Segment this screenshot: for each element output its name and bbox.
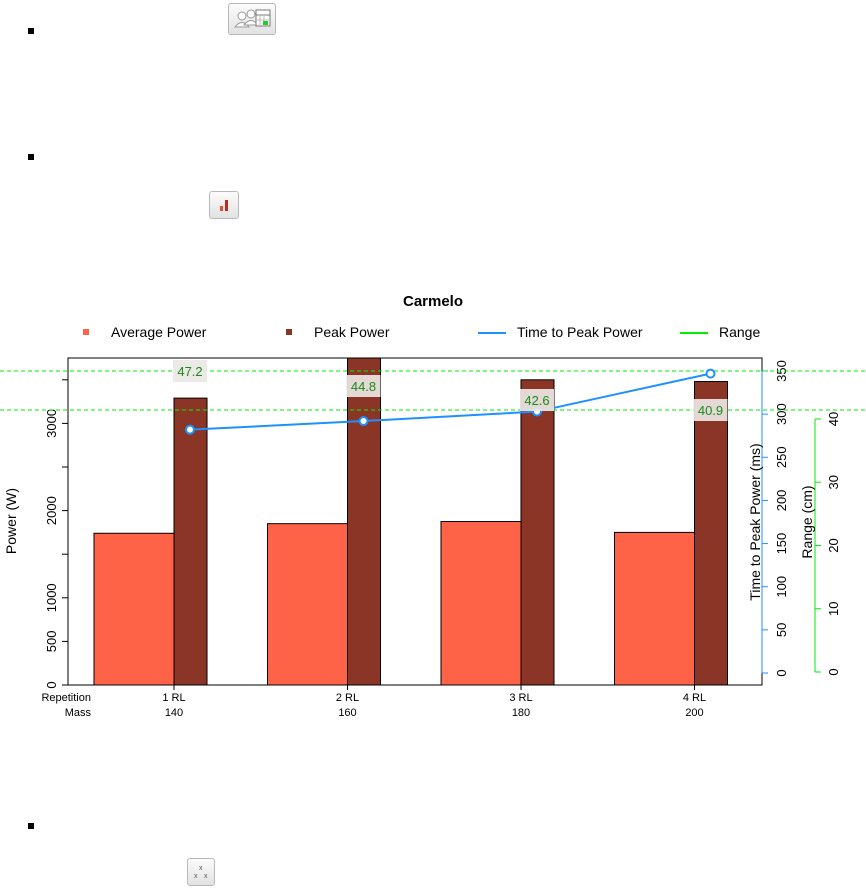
time-to-peak-axis-label: Time to Peak Power (ms) — [747, 443, 763, 600]
category-label: 2 RL — [336, 692, 359, 704]
range-tick-label: 20 — [826, 538, 841, 552]
power-tick-label: 0 — [44, 681, 59, 688]
time-to-peak-line — [189, 372, 711, 431]
range-value-label: 44.8 — [351, 379, 376, 394]
range-label-box — [346, 375, 381, 397]
range-label-box — [173, 360, 207, 382]
average-power-bar — [267, 523, 348, 686]
svg-text:x: x — [204, 873, 208, 880]
row-label-mass: Mass — [65, 707, 92, 719]
people-calendar-icon — [233, 9, 271, 28]
peak-power-bar — [347, 357, 381, 686]
list-bullet — [28, 823, 34, 829]
average-power-bar — [440, 521, 522, 686]
people-calendar-button[interactable] — [228, 3, 276, 35]
range-value-label: 40.9 — [698, 403, 723, 418]
range-value-label: 42.6 — [524, 393, 549, 408]
time-to-peak-point — [358, 416, 369, 427]
chart-title: Carmelo — [403, 293, 463, 310]
power-axis-label: Power (W) — [3, 488, 19, 554]
svg-text:x: x — [199, 865, 203, 872]
svg-text:x: x — [194, 873, 198, 880]
category-label: 1 RL — [162, 692, 185, 704]
range-label-box — [520, 389, 554, 411]
mass-label: 180 — [512, 707, 530, 719]
legend-time-to-peak: Time to Peak Power — [517, 324, 643, 340]
mass-label: 200 — [685, 707, 703, 719]
legend-average-power-marker — [83, 329, 89, 335]
range-tick-label: 0 — [826, 668, 841, 675]
time-to-peak-tick-label: 50 — [774, 623, 789, 637]
power-tick-label: 3000 — [44, 409, 59, 438]
mass-label: 160 — [338, 707, 356, 719]
legend-peak-power-marker — [286, 329, 292, 335]
time-to-peak-tick-label: 100 — [774, 576, 789, 598]
time-to-peak-point — [705, 368, 716, 379]
legend-average-power: Average Power — [111, 324, 207, 340]
legend-range: Range — [719, 324, 760, 340]
average-power-bar — [93, 532, 175, 686]
time-to-peak-tick-label: 350 — [774, 360, 789, 382]
peak-power-bar — [694, 381, 728, 686]
time-to-peak-tick-label: 150 — [774, 533, 789, 555]
mass-label: 140 — [165, 707, 183, 719]
time-to-peak-point — [185, 424, 195, 435]
list-bullet — [28, 28, 34, 34]
time-to-peak-tick-label: 300 — [774, 403, 789, 425]
bar-chart-button[interactable] — [209, 191, 239, 219]
time-to-peak-tick-label: 0 — [774, 669, 789, 676]
row-label-repetition: Repetition — [41, 692, 91, 704]
chart: Carmelo Average Power Peak Power Time to Pe… — [0, 293, 866, 719]
power-tick-label: 2000 — [44, 496, 59, 525]
time-to-peak-tick-label: 250 — [774, 446, 789, 468]
category-label: 3 RL — [509, 692, 532, 704]
peak-power-bar — [520, 379, 555, 686]
time-to-peak-tick-label: 200 — [774, 490, 789, 512]
legend-peak-power: Peak Power — [314, 324, 390, 340]
scatter-icon: x x x — [194, 865, 208, 880]
list-bullet — [28, 154, 34, 160]
power-tick-label: 500 — [44, 631, 59, 653]
range-value-label: 47.2 — [177, 364, 202, 379]
range-label-box — [693, 399, 728, 421]
scatter-button[interactable]: x x x — [187, 858, 215, 886]
range-tick-label: 30 — [826, 475, 841, 489]
bar-chart-icon — [220, 200, 228, 211]
range-axis-label: Range (cm) — [799, 485, 815, 558]
range-tick-label: 40 — [826, 412, 841, 426]
range-tick-label: 10 — [826, 602, 841, 616]
category-label: 4 RL — [683, 692, 706, 704]
peak-power-bar — [173, 397, 208, 686]
average-power-bar — [614, 531, 695, 686]
power-tick-label: 1000 — [44, 583, 59, 612]
